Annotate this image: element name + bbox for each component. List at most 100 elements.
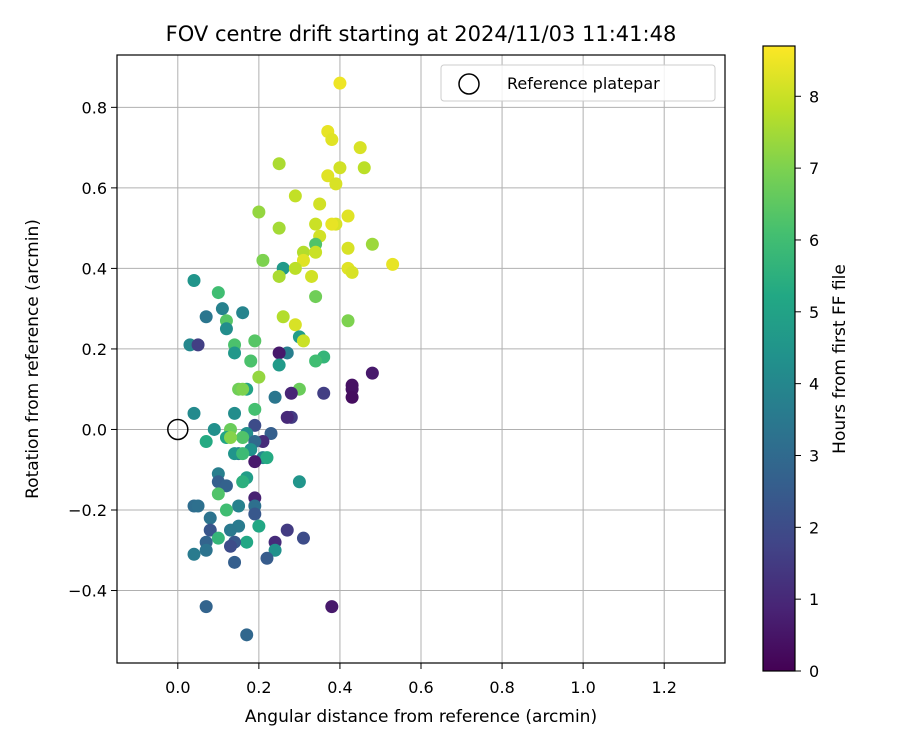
data-point — [272, 221, 286, 235]
data-point — [333, 161, 347, 175]
data-point — [296, 253, 310, 267]
data-point — [244, 354, 258, 368]
x-axis-ticks: 0.0 0.2 0.4 0.6 0.8 1.0 1.2 — [165, 663, 677, 697]
colorbar-label: Hours from first FF file — [830, 264, 850, 454]
legend-reference-marker — [458, 73, 480, 95]
data-point — [203, 511, 217, 525]
data-point — [236, 431, 250, 445]
colorbar-tick-label: 8 — [809, 87, 819, 106]
data-point — [309, 290, 323, 304]
data-point — [248, 334, 262, 348]
grid-lines — [117, 55, 725, 663]
data-point — [288, 318, 302, 332]
data-point — [215, 302, 229, 316]
data-point — [252, 370, 266, 384]
colorbar-tick-label: 3 — [809, 446, 819, 465]
data-point — [276, 310, 290, 324]
colorbar-tick-label: 0 — [809, 662, 819, 681]
x-tick-label: 0.4 — [327, 678, 352, 697]
x-tick-label: 1.0 — [570, 678, 595, 697]
data-point — [345, 265, 359, 279]
x-axis-label: Angular distance from reference (arcmin) — [245, 707, 597, 727]
data-point — [296, 334, 310, 348]
colorbar-tick-label: 5 — [809, 303, 819, 322]
x-tick-label: 0.6 — [408, 678, 433, 697]
data-point — [223, 523, 237, 537]
data-point — [236, 382, 250, 396]
colorbar-tick-label: 6 — [809, 231, 819, 250]
data-point — [256, 253, 270, 267]
data-point — [268, 390, 282, 404]
data-point — [333, 76, 347, 90]
data-point — [248, 402, 262, 416]
colorbar-tick-label: 1 — [809, 590, 819, 609]
data-point — [272, 157, 286, 171]
data-point — [236, 447, 250, 461]
data-point — [211, 487, 225, 501]
data-point — [309, 217, 323, 231]
x-tick-label: 1.2 — [651, 678, 676, 697]
data-point — [288, 189, 302, 203]
reference-marker-group — [167, 418, 189, 441]
x-tick-label: 0.0 — [165, 678, 190, 697]
data-point — [223, 431, 237, 445]
data-point — [219, 503, 233, 517]
data-point — [248, 455, 262, 469]
data-point — [248, 418, 262, 432]
legend: Reference platepar — [440, 64, 716, 102]
data-point — [236, 306, 250, 320]
data-point — [341, 241, 355, 255]
y-axis-ticks: −0.4 −0.2 0.0 0.2 0.4 0.6 0.8 — [68, 98, 117, 601]
data-point — [386, 257, 400, 271]
data-point — [191, 499, 205, 513]
data-point — [365, 237, 379, 251]
x-tick-label: 0.8 — [489, 678, 514, 697]
data-point — [219, 479, 233, 493]
data-point — [211, 286, 225, 300]
data-point — [325, 217, 339, 231]
data-point — [272, 358, 286, 372]
data-point — [252, 519, 266, 533]
data-point — [341, 209, 355, 223]
data-point — [199, 543, 213, 557]
data-point — [252, 205, 266, 219]
y-tick-label: 0.0 — [82, 420, 107, 439]
data-point — [228, 555, 242, 569]
data-point — [260, 551, 274, 565]
data-point — [309, 245, 323, 259]
data-point — [329, 177, 343, 191]
reference-marker — [167, 418, 189, 441]
data-point — [353, 141, 367, 155]
data-point — [296, 531, 310, 545]
data-point — [345, 390, 359, 404]
data-point — [280, 410, 294, 424]
data-point — [313, 197, 327, 211]
colorbar-gradient — [762, 45, 796, 672]
colorbar-tick-label: 2 — [809, 518, 819, 537]
data-point — [325, 600, 339, 614]
data-point — [288, 261, 302, 275]
legend-entry-reference: Reference platepar — [507, 74, 660, 93]
data-point — [365, 366, 379, 380]
data-point — [341, 314, 355, 328]
colorbar: 0 1 2 3 4 5 6 7 8 Hours from first FF file — [762, 45, 850, 681]
y-tick-label: −0.2 — [68, 501, 107, 520]
data-points — [183, 76, 400, 642]
data-point — [223, 539, 237, 553]
data-point — [203, 523, 217, 537]
data-point — [357, 161, 371, 175]
data-point — [268, 543, 282, 557]
y-tick-label: 0.6 — [82, 179, 107, 198]
data-point — [211, 531, 225, 545]
colorbar-ticks: 0 1 2 3 4 5 6 7 8 — [795, 87, 819, 681]
data-point — [272, 269, 286, 283]
colorbar-tick-label: 4 — [809, 375, 819, 394]
y-axis-label: Rotation from reference (arcmin) — [23, 219, 43, 499]
data-point — [272, 346, 286, 360]
data-point — [199, 600, 213, 614]
y-tick-label: 0.2 — [82, 340, 107, 359]
y-tick-label: 0.4 — [82, 259, 107, 278]
colorbar-tick-label: 7 — [809, 159, 819, 178]
data-point — [240, 535, 254, 549]
